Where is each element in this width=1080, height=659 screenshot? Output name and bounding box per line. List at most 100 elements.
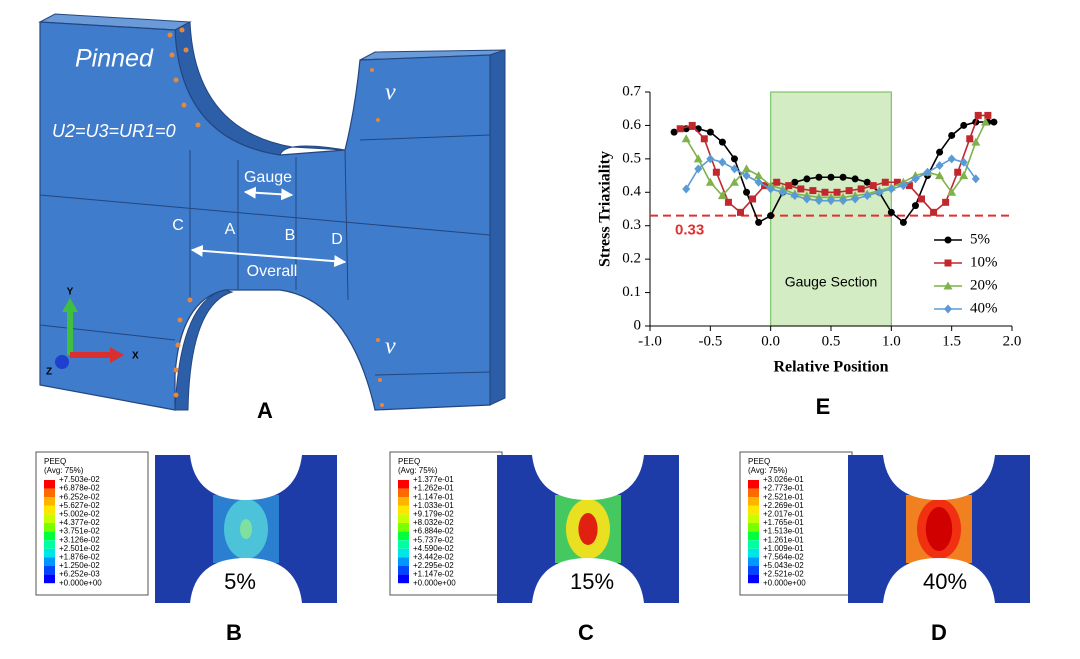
reference-label: 0.33: [675, 222, 704, 239]
marker: [851, 194, 860, 204]
marker: [742, 164, 752, 173]
marker: [705, 177, 715, 186]
marker: [766, 184, 775, 194]
marker: [754, 171, 764, 180]
legend-level: +0.000e+00: [413, 578, 456, 587]
marker: [881, 178, 889, 186]
legend-band: [44, 557, 55, 566]
marker: [959, 171, 969, 180]
marker: [815, 173, 823, 181]
legend-band: [44, 531, 55, 541]
axis-label: Z: [46, 367, 52, 378]
strain-core: [578, 513, 598, 545]
marker: [899, 181, 908, 191]
marker: [742, 171, 751, 181]
legend-band: [398, 488, 409, 498]
legend-band: [398, 548, 409, 558]
y-tick-label: 0: [634, 317, 642, 333]
marker: [947, 187, 957, 196]
notch: [532, 558, 644, 603]
x-tick-label: 2.0: [1003, 333, 1022, 349]
marker: [944, 236, 952, 244]
marker: [827, 173, 835, 181]
legend-level: +5.002e-02: [59, 510, 100, 519]
legend-band: [748, 523, 759, 532]
notch: [190, 455, 302, 500]
panel-label: C: [578, 620, 594, 645]
y-tick-label: 0.2: [622, 251, 641, 267]
legend-label: 10%: [970, 254, 998, 270]
marker: [944, 304, 952, 314]
legend-level: +1.513e-01: [763, 527, 804, 536]
y-tick-label: 0.6: [622, 117, 641, 133]
x-tick-label: 1.5: [942, 333, 961, 349]
constraint-label: U2=U3=UR1=0: [52, 121, 176, 141]
strain-label: 5%: [224, 569, 256, 594]
marker: [839, 173, 847, 181]
legend-subtitle: (Avg: 75%): [44, 466, 84, 475]
marker: [935, 161, 944, 171]
strain-core: [925, 507, 953, 551]
legend-level: +3.751e-02: [59, 527, 100, 536]
marker: [875, 187, 884, 197]
legend-band: [44, 574, 55, 584]
marker: [717, 191, 727, 200]
marker: [863, 191, 872, 201]
marker: [681, 134, 691, 143]
legend-band: [398, 574, 409, 584]
x-tick-label: 0.0: [761, 333, 780, 349]
legend-level: +6.878e-02: [59, 484, 100, 493]
marker: [700, 135, 708, 143]
legend-band: [748, 497, 759, 506]
contour-panel: PEEQ(Avg: 75%)+3.026e-01+2.773e-01+2.521…: [739, 451, 1030, 645]
marker: [809, 187, 817, 195]
marker: [749, 195, 757, 203]
legend-band: [398, 514, 409, 523]
legend-level: +4.590e-02: [413, 544, 454, 553]
legend-band: [44, 505, 55, 515]
legend-level: +2.773e-01: [763, 484, 804, 493]
y-tick-label: 0.7: [622, 83, 641, 99]
legend-band: [398, 505, 409, 515]
marker: [863, 178, 871, 186]
x-tick-label: -0.5: [698, 333, 722, 349]
legend-band: [748, 548, 759, 558]
gauge-label: Gauge: [244, 169, 292, 186]
contour-panel: PEEQ(Avg: 75%)+7.503e-02+6.878e-02+6.252…: [35, 451, 337, 645]
marker: [827, 196, 835, 206]
marker: [803, 175, 811, 183]
legend-level: +6.252e-03: [59, 570, 100, 579]
panel-label: E: [816, 394, 831, 419]
legend-band: [748, 566, 759, 575]
marker: [980, 117, 990, 126]
marker: [706, 154, 715, 164]
marker: [948, 131, 956, 139]
legend-level: +1.250e-02: [59, 561, 100, 570]
marker: [706, 128, 714, 136]
y-axis-label: Stress Triaxiality: [597, 151, 614, 267]
overall-label: Overall: [247, 263, 298, 280]
region-label: Gauge Section: [785, 274, 878, 290]
marker: [767, 212, 775, 220]
legend-band: [748, 574, 759, 584]
x-tick-label: 1.0: [882, 333, 901, 349]
marker: [911, 174, 920, 184]
marker: [730, 155, 738, 163]
marker: [944, 259, 952, 267]
marker: [851, 175, 859, 183]
marker: [682, 184, 691, 194]
legend-level: +2.295e-02: [413, 561, 454, 570]
legend-band: [398, 497, 409, 506]
shaded-region: [770, 91, 892, 327]
legend-title: PEEQ: [748, 457, 770, 466]
marker: [905, 182, 913, 190]
marker: [893, 178, 901, 186]
legend-level: +1.147e-01: [413, 492, 454, 501]
legend-level: +5.043e-02: [763, 561, 804, 570]
legend-label: 20%: [970, 277, 998, 293]
panel-label: D: [931, 620, 947, 645]
boundary-label: Pinned: [75, 45, 154, 73]
legend-level: +5.627e-02: [59, 501, 100, 510]
marker: [718, 138, 726, 146]
